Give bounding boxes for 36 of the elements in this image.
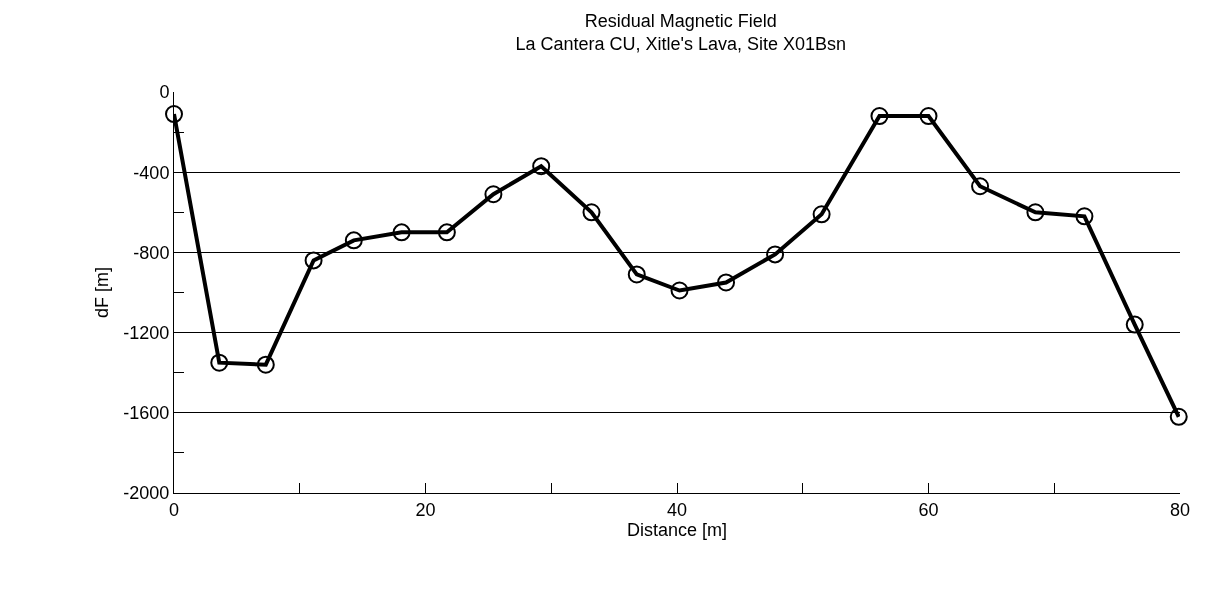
x-tick-label: 20 <box>415 499 436 520</box>
point <box>766 245 785 264</box>
point <box>1075 207 1094 226</box>
chart-title: Residual Magnetic Field <box>584 11 777 32</box>
point <box>627 265 646 284</box>
x-tick-label: 80 <box>1169 499 1191 520</box>
point <box>582 203 601 222</box>
y-tick-label: -2000 <box>123 483 170 504</box>
point <box>484 185 503 204</box>
point <box>392 223 411 242</box>
point <box>812 205 831 224</box>
point <box>304 251 323 270</box>
x-axis-title: Distance [m] <box>626 519 728 540</box>
point <box>532 157 551 176</box>
y-tick-label: -1600 <box>123 403 170 424</box>
chart-subtitle: La Cantera CU, Xitle's Lava, Site X01Bsn <box>515 34 847 55</box>
y-tick-label: 0 <box>159 82 170 103</box>
y-tick-label: -800 <box>133 242 170 263</box>
point <box>670 281 689 300</box>
y-axis-title: dF [m] <box>91 266 112 319</box>
y-tick-label: -400 <box>133 162 170 183</box>
point <box>919 107 938 126</box>
point <box>437 223 456 242</box>
point <box>1125 315 1144 334</box>
point <box>1026 203 1045 222</box>
x-tick-label: 40 <box>666 499 688 520</box>
y-tick-label: -1200 <box>123 322 170 343</box>
point <box>717 273 736 292</box>
point <box>165 105 183 124</box>
point <box>256 355 275 374</box>
point <box>971 177 990 196</box>
point <box>1169 407 1188 426</box>
point <box>210 353 229 372</box>
point <box>870 107 889 126</box>
x-tick-label: 60 <box>918 499 939 520</box>
point <box>344 231 363 250</box>
